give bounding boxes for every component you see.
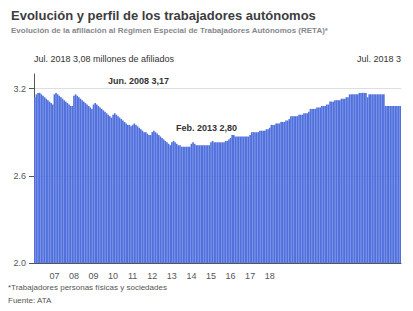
- svg-text:Feb. 2013 2,80: Feb. 2013 2,80: [176, 123, 237, 133]
- svg-text:*Trabajadores personas físicas: *Trabajadores personas físicas y socieda…: [8, 283, 167, 292]
- svg-text:Fuente: ATA: Fuente: ATA: [8, 296, 52, 305]
- svg-text:07: 07: [49, 271, 59, 281]
- svg-text:17: 17: [245, 271, 255, 281]
- svg-text:08: 08: [69, 271, 79, 281]
- svg-text:11: 11: [128, 271, 137, 281]
- svg-text:Jul. 2018 3: Jul. 2018 3: [357, 54, 401, 64]
- svg-text:Evolución de la afiliación al: Evolución de la afiliación al Régimen Es…: [11, 26, 329, 35]
- svg-text:12: 12: [147, 271, 157, 281]
- svg-text:Jul. 2018 3,08 millones de afi: Jul. 2018 3,08 millones de afiliados: [34, 54, 175, 64]
- svg-text:15: 15: [206, 271, 216, 281]
- svg-text:09: 09: [89, 271, 99, 281]
- svg-text:2.6: 2.6: [13, 171, 26, 181]
- svg-text:18: 18: [265, 271, 275, 281]
- svg-text:16: 16: [226, 271, 236, 281]
- svg-text:3.2: 3.2: [13, 84, 26, 94]
- svg-text:14: 14: [186, 271, 196, 281]
- svg-text:Evolución y perfil de los trab: Evolución y perfil de los trabajadores a…: [11, 8, 316, 23]
- svg-text:Jun. 2008 3,17: Jun. 2008 3,17: [108, 76, 169, 86]
- svg-text:2.0: 2.0: [13, 258, 26, 268]
- svg-text:13: 13: [167, 271, 177, 281]
- svg-text:10: 10: [108, 271, 118, 281]
